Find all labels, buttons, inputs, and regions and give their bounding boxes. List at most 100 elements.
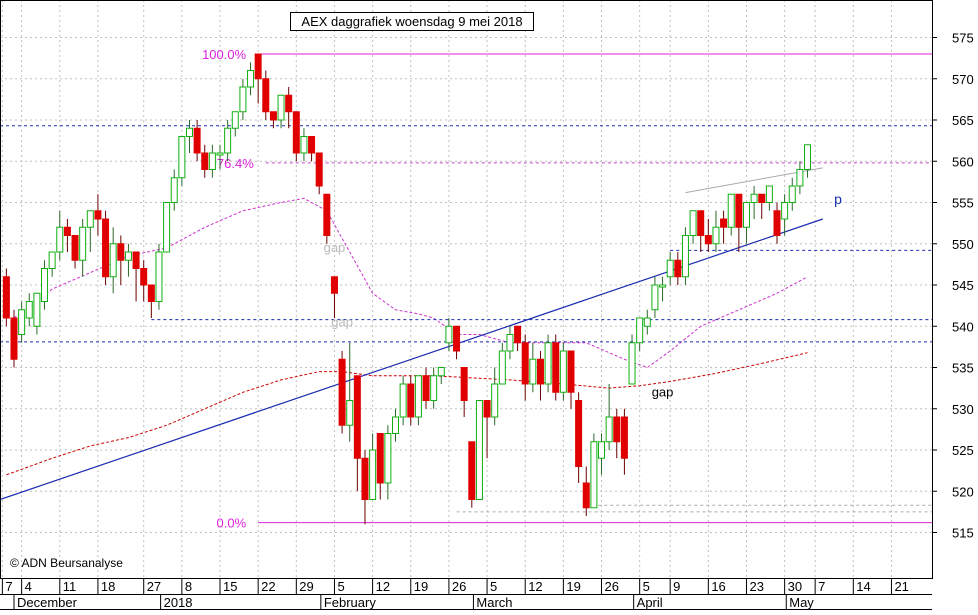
x-month-label: March: [476, 595, 512, 610]
x-tick-label: 5: [337, 579, 344, 594]
candle-body: [498, 350, 506, 385]
x-tick-label: 4: [25, 579, 32, 594]
candle: [414, 375, 422, 426]
candle: [330, 276, 338, 318]
candle: [48, 251, 56, 277]
candle: [697, 210, 705, 252]
x-tick-label: 23: [749, 579, 763, 594]
candle-body: [330, 276, 338, 294]
candle-body: [704, 235, 712, 245]
candle: [18, 301, 26, 343]
candle: [315, 152, 323, 195]
candle: [231, 111, 239, 137]
candle: [720, 210, 728, 244]
candle: [285, 87, 293, 129]
candle: [239, 78, 247, 120]
candle-body: [2, 276, 10, 319]
candle: [361, 450, 369, 525]
candle: [109, 227, 117, 294]
candle-body: [750, 193, 758, 203]
candle-body: [414, 375, 422, 418]
candle-body: [247, 70, 255, 88]
candle-body: [71, 235, 79, 261]
y-tick-label: 540: [952, 319, 974, 334]
candle: [422, 367, 430, 409]
candle: [781, 194, 789, 236]
candle-body: [689, 210, 697, 236]
candle: [170, 169, 178, 211]
candle-body: [407, 383, 415, 418]
candle-body: [796, 169, 804, 187]
x-tick-label: 19: [414, 579, 428, 594]
candle-body: [208, 152, 216, 170]
y-tick-label: 535: [952, 361, 974, 376]
candle-body: [216, 152, 224, 156]
candle: [155, 243, 163, 310]
chart-title: AEX daggrafiek woensdag 9 mei 2018: [301, 14, 522, 29]
candle-body: [392, 416, 399, 434]
candle: [25, 293, 33, 327]
level-label: 76.4%: [217, 156, 254, 171]
candle: [475, 400, 483, 500]
candle-body: [109, 243, 117, 278]
candle-body: [758, 193, 766, 203]
candle-body: [338, 358, 346, 426]
y-tick-label: 530: [952, 402, 974, 417]
candle: [338, 351, 346, 434]
candle: [582, 466, 590, 516]
x-tick-label: 7: [5, 579, 12, 594]
candle-body: [430, 375, 438, 401]
candle-body: [254, 53, 262, 80]
candle-body: [506, 334, 514, 352]
candle: [63, 219, 71, 252]
candle-body: [468, 441, 476, 500]
chart-annotation: p: [834, 191, 842, 207]
y-tick-label: 545: [952, 278, 974, 293]
level-label: 100.0%: [202, 47, 247, 62]
candle: [224, 120, 232, 162]
candle-body: [575, 400, 583, 467]
candle-body: [613, 416, 621, 443]
candle-body: [514, 325, 522, 344]
candle-body: [735, 193, 743, 228]
candle: [79, 219, 87, 277]
y-tick-label: 515: [952, 526, 974, 541]
candle-body: [720, 218, 728, 228]
candle-body: [132, 251, 140, 269]
candle: [773, 202, 781, 244]
candle: [323, 193, 331, 244]
candle-body: [567, 350, 575, 393]
candle: [491, 367, 499, 426]
y-tick-label: 520: [952, 484, 974, 499]
candle-body: [590, 441, 598, 509]
x-tick-label: 19: [566, 579, 580, 594]
candle-body: [308, 136, 316, 154]
candle-body: [201, 152, 209, 170]
candle-body: [483, 400, 491, 418]
x-month-label: May: [789, 595, 814, 610]
candle: [376, 433, 384, 500]
x-tick-label: 7: [818, 579, 825, 594]
candle: [56, 210, 64, 261]
candle: [102, 210, 110, 285]
candle: [659, 276, 667, 302]
candle: [86, 210, 94, 252]
candle: [277, 94, 285, 129]
candle: [529, 342, 537, 393]
candle-body: [376, 433, 384, 484]
candle-body: [437, 367, 445, 377]
chart-annotation: gap: [652, 384, 674, 399]
x-tick-label: 30: [788, 579, 802, 594]
candle: [384, 425, 392, 500]
candle-body: [773, 210, 781, 236]
candle: [506, 326, 514, 360]
candle-body: [79, 226, 87, 261]
candle-body: [475, 400, 483, 500]
level-label: 0.0%: [217, 516, 247, 531]
x-tick-label: 26: [452, 579, 466, 594]
candle-body: [598, 441, 606, 459]
x-tick-label: 14: [856, 579, 870, 594]
candle-body: [41, 268, 49, 302]
candle: [468, 441, 476, 508]
